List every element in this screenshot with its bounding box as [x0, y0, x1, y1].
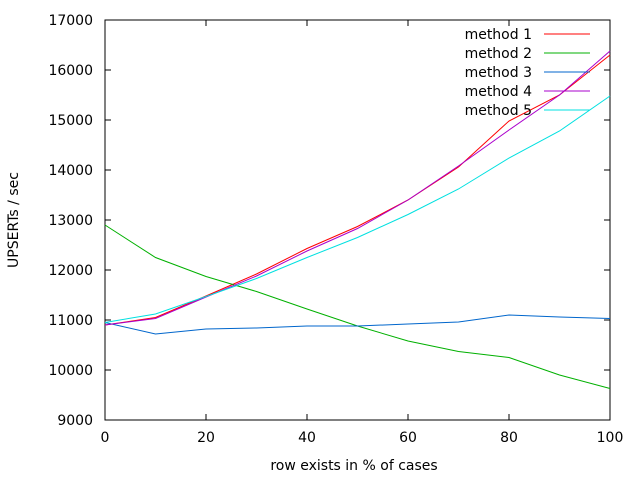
legend-label: method 1 — [465, 27, 532, 43]
x-tick-label: 60 — [399, 430, 417, 446]
x-tick-label: 0 — [101, 430, 110, 446]
legend-label: method 4 — [465, 84, 533, 100]
legend-label: method 5 — [465, 103, 532, 119]
plot-frame — [104, 19, 611, 421]
legend: method 1 method 2 method 3 method 4 method 5 — [465, 27, 590, 119]
legend-label: method 2 — [465, 46, 532, 62]
y-tick-label: 9000 — [57, 413, 93, 429]
y-tick-label: 12000 — [48, 263, 93, 279]
series-line-method-5 — [104, 95, 611, 323]
y-tick-label: 13000 — [48, 213, 93, 229]
x-tick-label: 20 — [197, 430, 215, 446]
x-tick-label: 80 — [500, 430, 518, 446]
legend-label: method 3 — [465, 65, 532, 81]
y-tick-labels: 9000 10000 11000 12000 13000 14000 15000 16000 1… — [48, 13, 93, 429]
axis-ticks — [104, 19, 611, 421]
series-line-method-3 — [104, 314, 611, 335]
x-axis-title: row exists in % of cases — [270, 458, 437, 474]
y-tick-label: 17000 — [48, 13, 93, 29]
y-tick-label: 16000 — [48, 63, 93, 79]
y-axis-title: UPSERTs / sec — [6, 172, 22, 268]
x-tick-label: 40 — [298, 430, 316, 446]
x-tick-label: 100 — [597, 430, 624, 446]
y-tick-label: 14000 — [48, 163, 93, 179]
y-tick-label: 15000 — [48, 113, 93, 129]
series-line-method-1 — [104, 54, 611, 326]
series-line-method-4 — [104, 50, 611, 326]
y-tick-label: 10000 — [48, 363, 93, 379]
y-tick-label: 11000 — [48, 313, 93, 329]
series-lines — [104, 50, 611, 389]
x-tick-labels: 0 20 40 60 80 100 — [101, 430, 624, 446]
